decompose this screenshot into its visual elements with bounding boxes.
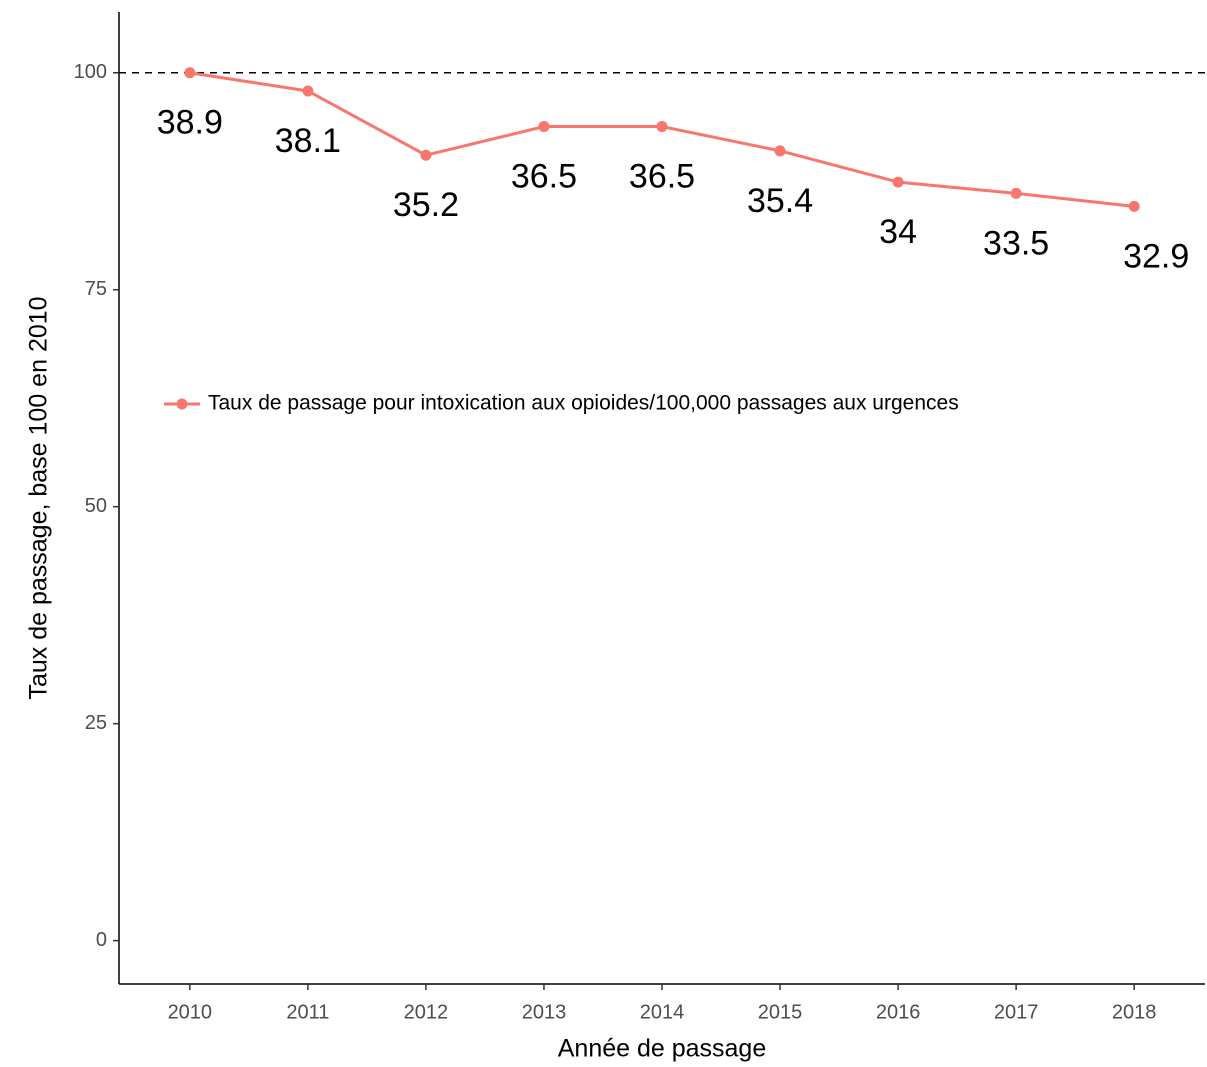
data-label: 35.4 — [747, 182, 813, 220]
x-tick-label: 2010 — [168, 1001, 213, 1023]
data-point — [538, 121, 550, 133]
data-label: 32.9 — [1123, 237, 1189, 275]
y-tick-label: 100 — [74, 61, 107, 83]
x-tick-label: 2013 — [522, 1001, 567, 1023]
data-point — [1010, 187, 1022, 199]
x-tick-label: 2018 — [1112, 1001, 1157, 1023]
data-point — [184, 67, 196, 79]
data-label: 34 — [879, 213, 917, 251]
data-label: 38.1 — [275, 122, 341, 160]
y-tick-label: 75 — [85, 278, 107, 300]
y-tick-label: 0 — [96, 929, 107, 951]
data-point — [774, 145, 786, 157]
data-label: 38.9 — [157, 104, 223, 142]
x-tick-label: 2011 — [286, 1001, 329, 1023]
y-tick-label: 25 — [85, 712, 107, 734]
legend-point — [176, 398, 188, 410]
x-tick-label: 2015 — [758, 1001, 803, 1023]
data-point — [420, 149, 432, 161]
data-point — [1128, 200, 1140, 212]
y-tick-label: 50 — [85, 495, 107, 517]
data-label: 35.2 — [393, 186, 459, 224]
data-point — [656, 121, 668, 133]
x-tick-label: 2012 — [404, 1001, 449, 1023]
x-tick-label: 2016 — [876, 1001, 921, 1023]
x-tick-label: 2014 — [640, 1001, 685, 1023]
x-tick-label: 2017 — [994, 1001, 1039, 1023]
data-label: 36.5 — [511, 158, 577, 196]
data-label: 36.5 — [629, 158, 695, 196]
x-axis-title: Année de passage — [558, 1035, 767, 1063]
data-point — [302, 85, 314, 97]
y-axis-title: Taux de passage, base 100 en 2010 — [25, 296, 53, 699]
data-point — [892, 176, 904, 188]
legend-label: Taux de passage pour intoxication aux op… — [208, 392, 959, 415]
data-label: 33.5 — [983, 224, 1049, 262]
